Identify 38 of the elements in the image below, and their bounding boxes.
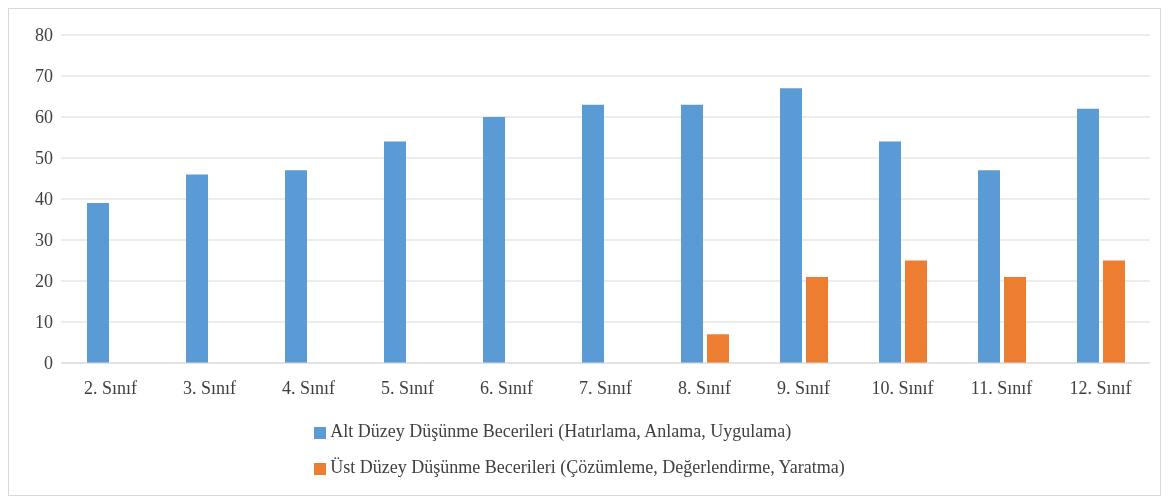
- y-tick-label: 80: [35, 25, 53, 46]
- bar: [978, 170, 1000, 363]
- bar: [1004, 276, 1026, 363]
- bar: [879, 141, 901, 363]
- x-tick-label: 2. Sınıf: [83, 377, 138, 398]
- bar: [806, 276, 828, 363]
- bar: [707, 334, 729, 363]
- y-tick-label: 20: [35, 271, 53, 292]
- x-tick-label: 5. Sınıf: [380, 377, 435, 398]
- bar: [780, 88, 802, 363]
- bar: [1077, 108, 1099, 363]
- bar: [483, 117, 505, 363]
- bar: [681, 104, 703, 363]
- bar: [285, 170, 307, 363]
- bar: [186, 174, 208, 363]
- x-tick-label: 6. Sınıf: [479, 377, 534, 398]
- y-tick-label: 40: [35, 189, 53, 210]
- x-tick-label: 4. Sınıf: [281, 377, 336, 398]
- y-tick-label: 30: [35, 230, 53, 251]
- y-tick-label: 60: [35, 107, 53, 128]
- x-tick-label: 10. Sınıf: [871, 377, 934, 398]
- y-tick-label: 0: [44, 353, 53, 374]
- x-tick-label: 9. Sınıf: [776, 377, 831, 398]
- y-tick-label: 10: [35, 312, 53, 333]
- bar: [1103, 260, 1125, 363]
- y-tick-label: 50: [35, 148, 53, 169]
- x-tick-label: 7. Sınıf: [578, 377, 633, 398]
- legend-label: Alt Düzey Düşünme Becerileri (Hatırlama, Anlama, Uygulama): [330, 421, 792, 441]
- bar: [87, 203, 109, 363]
- bar: [582, 104, 604, 363]
- x-tick-label: 11. Sınıf: [970, 377, 1033, 398]
- x-tick-label: 3. Sınıf: [182, 377, 237, 398]
- legend-label: Üst Düzey Düşünme Becerileri (Çözümleme, Değerlendirme, Yaratma): [330, 457, 845, 477]
- bar: [384, 141, 406, 363]
- y-tick-label: 70: [35, 66, 53, 87]
- bar: [905, 260, 927, 363]
- x-tick-label: 8. Sınıf: [677, 377, 732, 398]
- x-tick-label: 12. Sınıf: [1069, 377, 1132, 398]
